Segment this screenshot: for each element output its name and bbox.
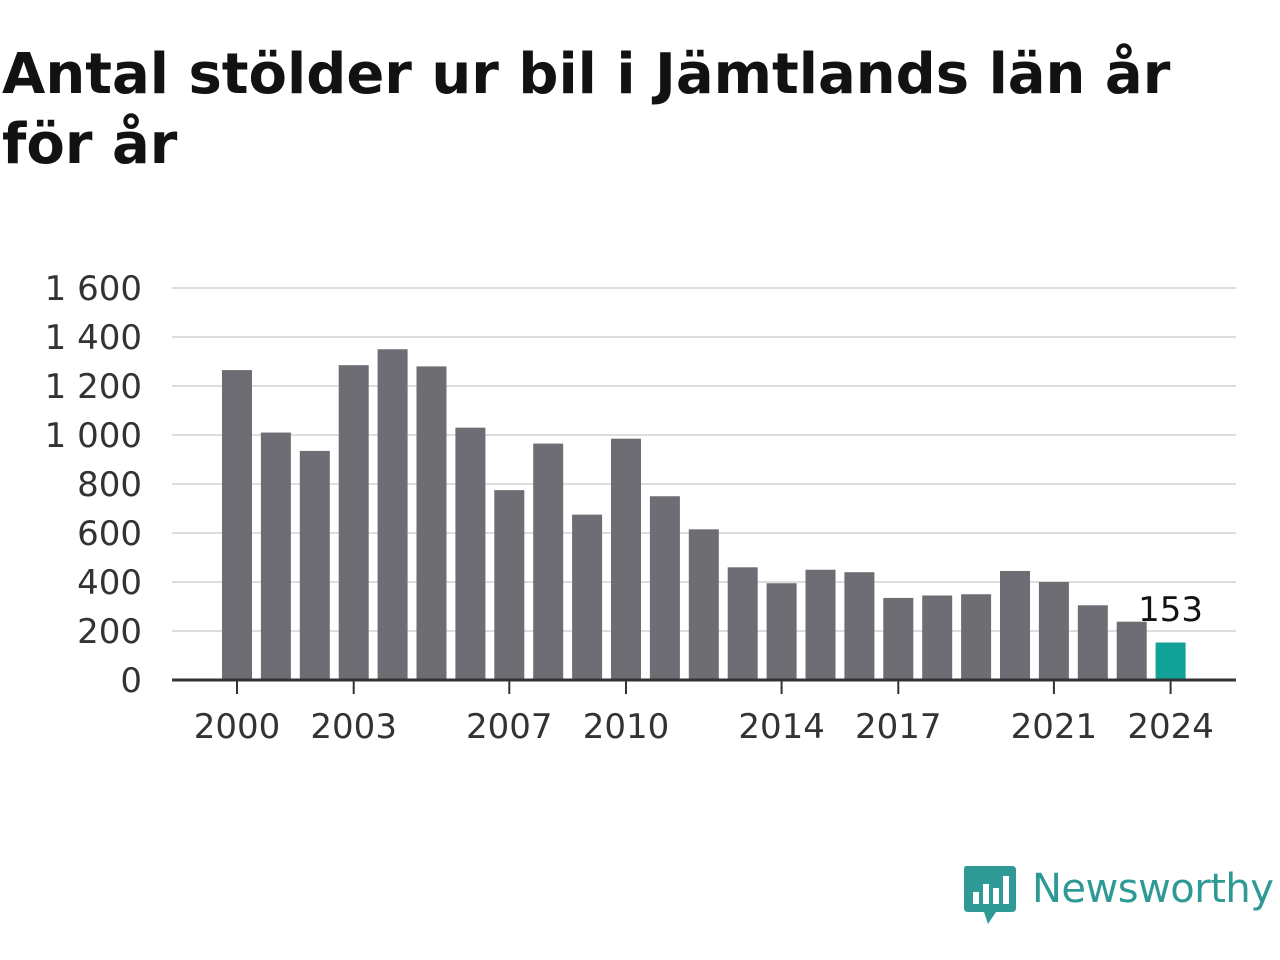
- bar-2021: [1038, 582, 1069, 680]
- annotations: 153: [1138, 590, 1203, 630]
- y-tick-label: 1 000: [45, 416, 142, 456]
- x-axis: [172, 678, 1236, 694]
- y-tick-label: 600: [77, 514, 142, 554]
- bar-2000: [222, 370, 252, 680]
- bar-2015: [805, 569, 836, 680]
- y-tick-label: 1 200: [45, 367, 142, 407]
- bar-2017: [883, 597, 914, 680]
- bar-2004: [377, 349, 408, 680]
- y-axis-tick-labels: 0 200 400 600 800 1 000 1 200 1 400 1 600: [45, 269, 142, 701]
- x-tick-label: 2024: [1127, 707, 1214, 747]
- bar-2014: [766, 583, 797, 680]
- x-tick-label: 2010: [583, 707, 670, 747]
- bar-2003: [338, 365, 369, 680]
- y-tick-label: 1 600: [45, 269, 142, 309]
- chart-title: Antal stölder ur bil i Jämtlands län år …: [2, 42, 1171, 177]
- bar-2022: [1077, 605, 1108, 680]
- bar-2007: [494, 490, 525, 680]
- bar-2024: [1155, 642, 1186, 680]
- bar-2002: [299, 450, 330, 680]
- bar-2001: [260, 432, 291, 680]
- bar-2010: [611, 438, 641, 680]
- x-tick-label: 2007: [466, 707, 553, 747]
- bar-2009: [572, 514, 603, 680]
- bar-2005: [416, 366, 447, 680]
- x-tick-label: 2000: [194, 707, 281, 747]
- bar-2016: [844, 572, 875, 680]
- x-axis-tick-labels: 2000 2003 2007 2010 2014 2017 2021 2024: [194, 707, 1214, 747]
- bar-2006: [455, 427, 486, 680]
- y-tick-label: 0: [120, 661, 142, 701]
- bar-2018: [922, 595, 953, 680]
- brand-name: Newsworthy: [1032, 866, 1274, 912]
- y-tick-label: 1 400: [45, 318, 142, 358]
- y-tick-label: 200: [77, 612, 142, 652]
- bar-2013: [727, 567, 758, 680]
- x-tick-label: 2021: [1011, 707, 1098, 747]
- bars: [222, 349, 1186, 680]
- newsworthy-logo: Newsworthy: [962, 862, 1276, 928]
- x-tick-label: 2014: [738, 707, 825, 747]
- x-tick-label: 2017: [855, 707, 942, 747]
- newsworthy-logo-icon: [964, 866, 1016, 924]
- x-tick-label: 2003: [310, 707, 397, 747]
- bar-2020: [1000, 570, 1030, 680]
- bar-2012: [688, 529, 719, 680]
- bar-2019: [961, 594, 992, 680]
- data-label-2024: 153: [1138, 590, 1203, 630]
- y-tick-label: 800: [77, 465, 142, 505]
- bar-2008: [533, 443, 564, 680]
- y-tick-label: 400: [77, 563, 142, 603]
- bar-2023: [1116, 621, 1147, 680]
- bar-2011: [649, 496, 680, 680]
